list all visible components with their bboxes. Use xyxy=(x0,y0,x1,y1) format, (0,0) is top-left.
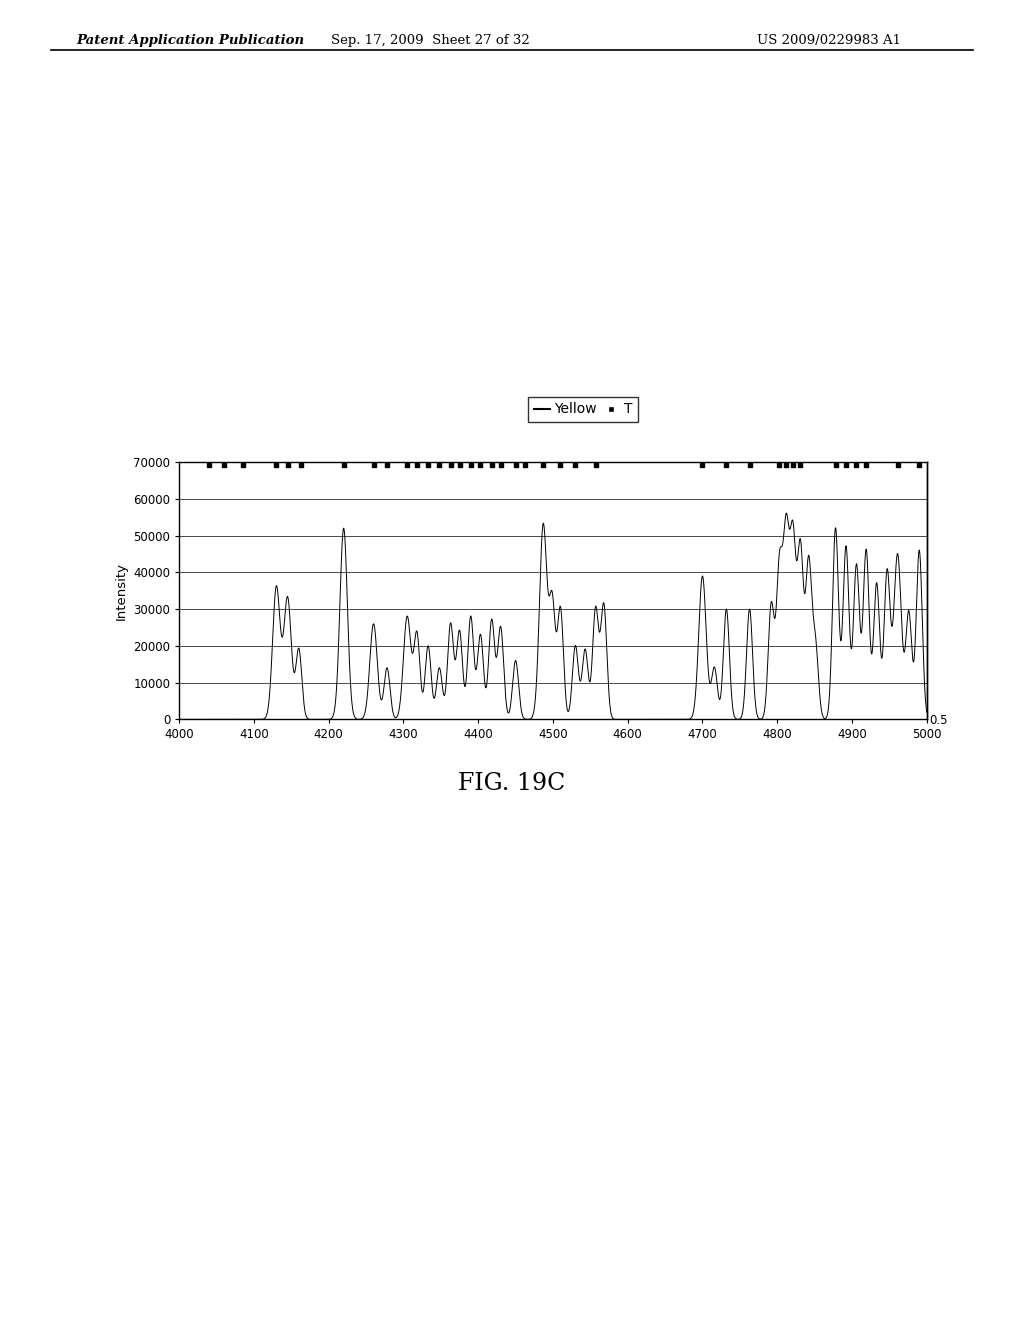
Point xyxy=(399,454,416,475)
Point xyxy=(778,454,795,475)
Point xyxy=(379,454,395,475)
Point xyxy=(463,454,479,475)
Point xyxy=(536,454,552,475)
Point xyxy=(517,454,534,475)
Point xyxy=(280,454,296,475)
Point xyxy=(336,454,352,475)
Point xyxy=(694,454,711,475)
Point xyxy=(890,454,906,475)
Point xyxy=(911,454,928,475)
Point xyxy=(793,454,809,475)
Point xyxy=(366,454,382,475)
Point xyxy=(588,454,604,475)
Point xyxy=(442,454,459,475)
Point xyxy=(493,454,509,475)
Text: Sep. 17, 2009  Sheet 27 of 32: Sep. 17, 2009 Sheet 27 of 32 xyxy=(331,34,529,48)
Legend: Yellow, T: Yellow, T xyxy=(528,397,638,422)
Point xyxy=(201,454,217,475)
Point xyxy=(431,454,447,475)
Point xyxy=(420,454,436,475)
Point xyxy=(718,454,734,475)
Point xyxy=(567,454,584,475)
Point xyxy=(483,454,500,475)
Point xyxy=(268,454,285,475)
Point xyxy=(848,454,864,475)
Point xyxy=(771,454,787,475)
Point xyxy=(507,454,523,475)
Point xyxy=(472,454,488,475)
Text: FIG. 19C: FIG. 19C xyxy=(459,772,565,795)
Point xyxy=(452,454,468,475)
Y-axis label: Intensity: Intensity xyxy=(115,562,128,619)
Point xyxy=(838,454,854,475)
Point xyxy=(293,454,309,475)
Point xyxy=(552,454,568,475)
Point xyxy=(234,454,251,475)
Point xyxy=(827,454,844,475)
Point xyxy=(216,454,232,475)
Text: US 2009/0229983 A1: US 2009/0229983 A1 xyxy=(757,34,901,48)
Point xyxy=(784,454,801,475)
Point xyxy=(409,454,425,475)
Point xyxy=(858,454,874,475)
Text: Patent Application Publication: Patent Application Publication xyxy=(77,34,305,48)
Point xyxy=(741,454,758,475)
